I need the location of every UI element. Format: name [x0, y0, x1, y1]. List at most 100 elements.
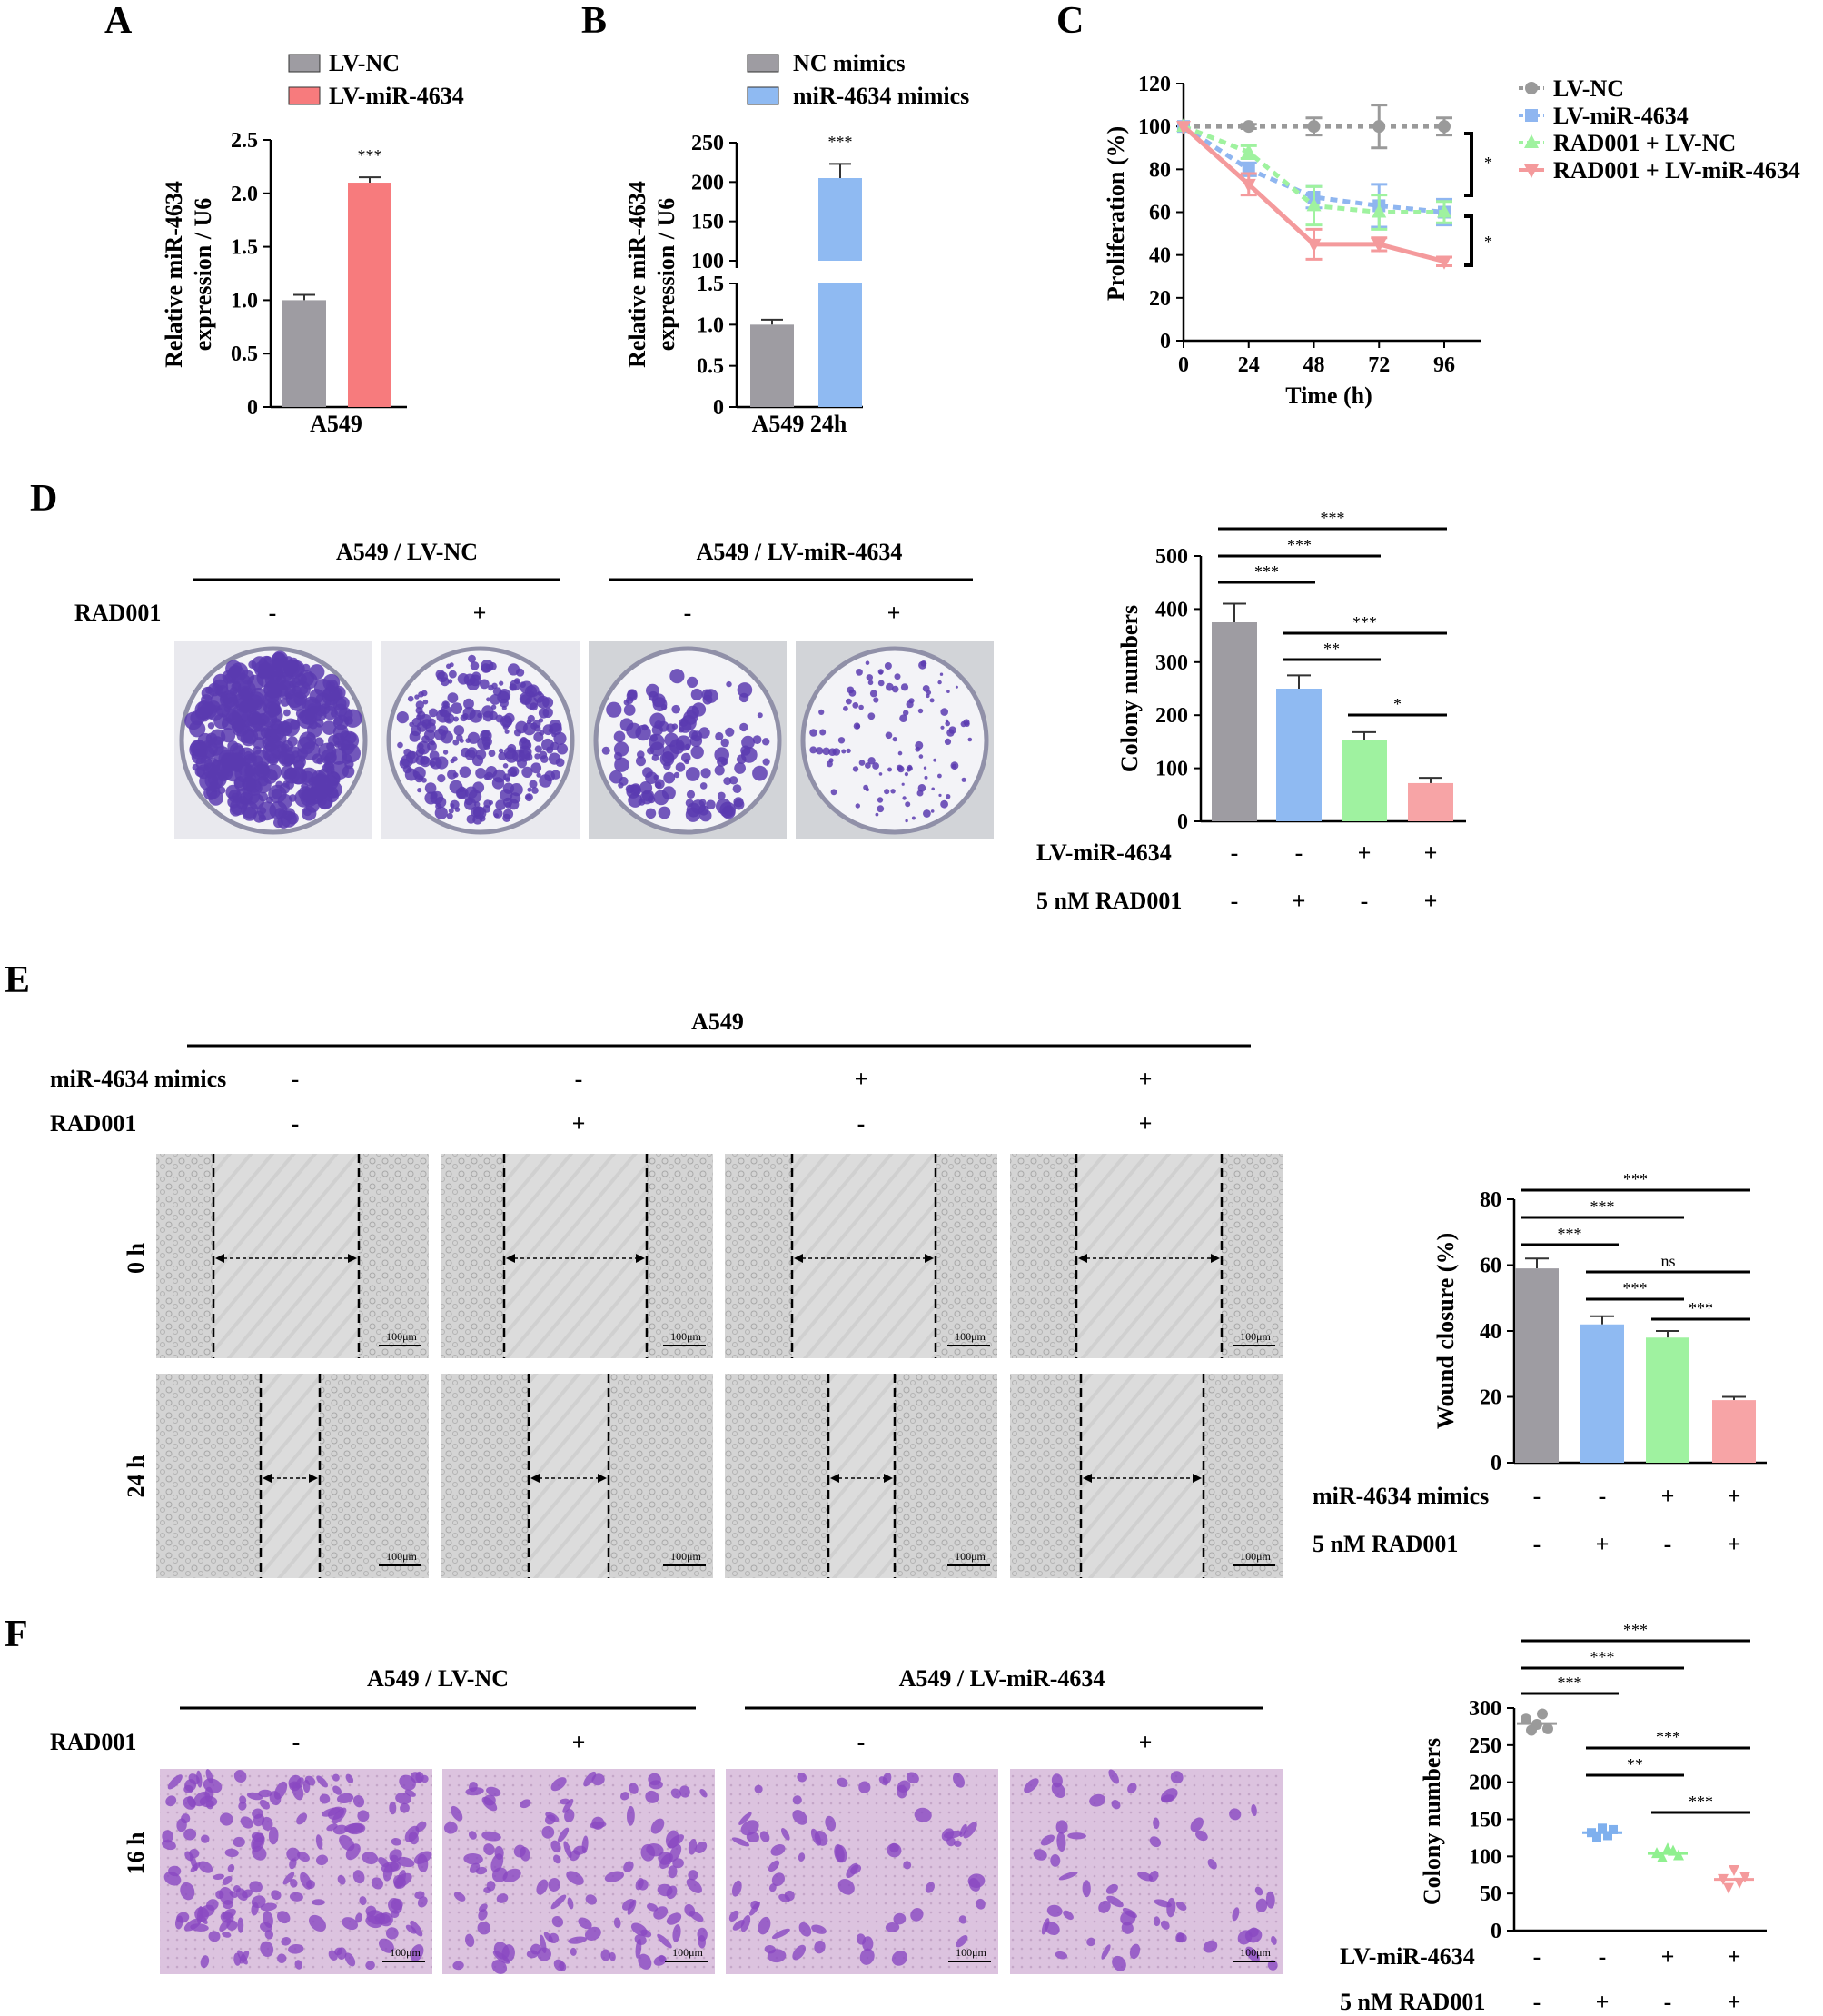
- migrated-cell: [657, 1933, 672, 1949]
- migrated-cell: [344, 1952, 356, 1967]
- migrated-cell: [352, 1795, 365, 1808]
- colony: [538, 708, 550, 719]
- colony: [544, 770, 556, 782]
- migrated-cell: [288, 1943, 304, 1954]
- line-LV-miR-4634: [1182, 124, 1445, 214]
- y-tick-label: 400: [1155, 598, 1188, 621]
- migrated-cell: [604, 1871, 625, 1882]
- colony: [263, 736, 274, 747]
- panel-letter-f: F: [5, 1614, 28, 1655]
- colony: [822, 747, 830, 756]
- wound-gap: [1081, 1374, 1204, 1578]
- bar-miR-4634 mimics-lower: [818, 283, 862, 407]
- colony: [505, 801, 512, 809]
- migrated-cell: [657, 1883, 673, 1897]
- scale-label: 100μm: [670, 1330, 701, 1343]
- legend-label-lv-nc: LV-NC: [329, 50, 400, 76]
- migrated-cell: [767, 1949, 787, 1963]
- colony: [940, 725, 945, 730]
- colony: [209, 729, 226, 745]
- colony: [630, 783, 641, 794]
- migrated-cell: [679, 1785, 690, 1798]
- colony: [673, 771, 680, 779]
- colony: [658, 806, 671, 819]
- colony: [663, 761, 671, 770]
- colony: [520, 681, 526, 688]
- colony: [911, 816, 916, 820]
- migrated-cell: [201, 1834, 210, 1843]
- migrated-cell: [640, 1843, 656, 1862]
- migrated-cell: [609, 1951, 616, 1961]
- colony: [877, 669, 884, 675]
- migrated-cell: [1153, 1817, 1160, 1830]
- colony: [488, 750, 496, 757]
- migrated-cell: [300, 1872, 312, 1890]
- migrated-cell: [268, 1826, 279, 1845]
- colony: [613, 730, 626, 743]
- legend-marker-RAD001 + LV-NC: [1524, 134, 1539, 148]
- arrow-head: [309, 1474, 318, 1483]
- data-point: [1603, 1831, 1612, 1841]
- migrated-cell: [235, 1888, 248, 1902]
- colony: [846, 748, 851, 754]
- migrated-cell: [810, 1828, 822, 1846]
- migrated-cell: [635, 1878, 644, 1891]
- colony: [258, 791, 269, 802]
- colony: [739, 722, 748, 732]
- row2-sign: -: [857, 1110, 866, 1137]
- y-tick-label: 100: [1155, 758, 1188, 781]
- migrated-cell: [183, 1784, 193, 1793]
- colony: [548, 752, 561, 765]
- colony: [429, 708, 438, 718]
- migrated-cell: [1055, 1820, 1068, 1834]
- arrow-head: [530, 1474, 540, 1483]
- colony: [245, 772, 256, 783]
- time-label-16h: 16 h: [123, 1832, 149, 1875]
- colony: [519, 745, 532, 759]
- row-sign: +: [1661, 1943, 1675, 1970]
- colony: [737, 682, 753, 698]
- colony: [917, 784, 926, 792]
- colony: [208, 790, 223, 806]
- x-label: Time (h): [1285, 382, 1372, 409]
- colony: [231, 792, 240, 801]
- migrated-cell: [910, 1908, 924, 1922]
- colony: [521, 766, 533, 779]
- migrated-cell: [410, 1772, 422, 1783]
- colony: [249, 781, 257, 790]
- y-label: Proliferation (%): [1103, 126, 1129, 301]
- migrated-cell: [792, 1795, 802, 1805]
- colony: [464, 749, 476, 760]
- migrated-cell: [956, 1935, 968, 1948]
- migrated-cell: [1046, 1904, 1063, 1917]
- migrated-cell: [1203, 1940, 1218, 1953]
- sig-label-2: ***: [1558, 1225, 1582, 1243]
- c-y-tick-label: 60: [1149, 202, 1171, 225]
- sign-4: +: [1139, 1729, 1153, 1755]
- migrated-cell: [162, 1840, 176, 1851]
- colony: [436, 709, 451, 723]
- colony: [636, 756, 646, 767]
- colony: [723, 777, 732, 786]
- migrated-cell: [502, 1868, 521, 1883]
- colony: [332, 714, 349, 730]
- migrated-cell: [570, 1947, 577, 1956]
- colony: [828, 758, 834, 763]
- colony: [930, 809, 935, 813]
- sign-3: -: [857, 1729, 866, 1755]
- migrated-cell: [222, 1908, 236, 1920]
- migrated-cell: [1089, 1793, 1106, 1807]
- a-y-tick-label: 2.0: [231, 183, 258, 206]
- bracket-top-star: *: [1484, 154, 1492, 172]
- migrated-cell: [1108, 1769, 1120, 1784]
- migrated-cell: [249, 1881, 263, 1893]
- bar-LV-NC: [282, 300, 326, 407]
- migrated-cell: [1154, 1899, 1172, 1908]
- c-x-tick-label: 0: [1178, 353, 1189, 377]
- migrated-cell: [584, 1926, 601, 1942]
- data-point: [1609, 1824, 1618, 1834]
- data-point: [1537, 1708, 1548, 1720]
- colony: [280, 750, 287, 757]
- y-tick-label: 100: [1469, 1845, 1501, 1869]
- colony: [897, 750, 903, 756]
